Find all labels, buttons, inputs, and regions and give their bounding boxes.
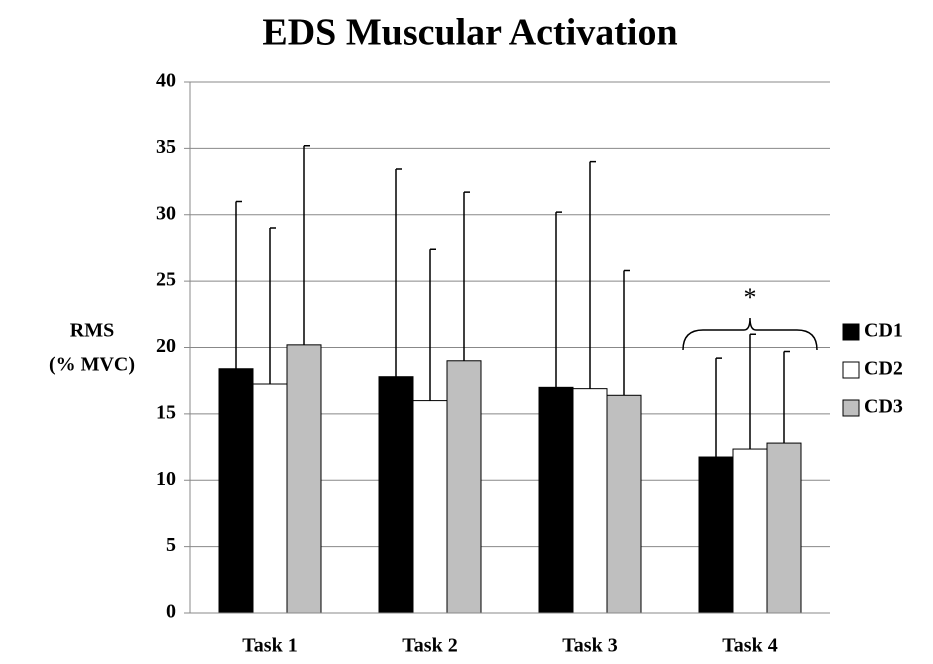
error-bar [303, 144, 310, 345]
y-tick-label: 40 [156, 70, 176, 92]
bar [412, 400, 448, 614]
bar [286, 344, 322, 614]
x-tick-label: Task 2 [402, 635, 457, 657]
legend-swatch [842, 323, 860, 341]
x-tick-label: Task 3 [562, 635, 617, 657]
error-bar [235, 200, 242, 369]
bar [446, 360, 482, 614]
legend-label: CD1 [864, 320, 903, 342]
bar [572, 388, 608, 614]
error-bar [715, 357, 722, 458]
bar [252, 383, 288, 614]
y-tick-label: 35 [156, 136, 176, 158]
chart-title: EDS Muscular Activation [262, 12, 677, 54]
bar [766, 442, 802, 614]
bar [606, 394, 642, 614]
y-tick-label: 0 [166, 601, 176, 623]
error-bar [463, 191, 470, 361]
error-bar [555, 211, 562, 388]
y-axis-label: (% MVC) [49, 354, 135, 376]
y-tick-label: 20 [156, 335, 176, 357]
bar [378, 376, 414, 614]
y-tick-label: 30 [156, 202, 176, 224]
x-tick-label: Task 4 [722, 635, 777, 657]
legend-label: CD3 [864, 396, 903, 418]
y-tick-label: 10 [156, 468, 176, 490]
bar [218, 368, 254, 614]
y-tick-label: 25 [156, 269, 176, 291]
legend-label: CD2 [864, 358, 903, 380]
y-tick-label: 15 [156, 401, 176, 423]
error-bar [269, 227, 276, 385]
error-bar [429, 248, 436, 401]
x-tick-label: Task 1 [242, 635, 297, 657]
legend-swatch [842, 399, 860, 417]
error-bar [623, 269, 630, 396]
bar [538, 386, 574, 614]
error-bar [749, 333, 756, 450]
error-bar [783, 350, 790, 444]
annotation: * [744, 283, 757, 312]
y-tick-label: 5 [166, 534, 176, 556]
bracket [682, 317, 818, 351]
legend-swatch [842, 361, 860, 379]
bar [698, 456, 734, 614]
y-axis-label: RMS [70, 320, 114, 342]
error-bar [395, 168, 402, 377]
error-bar [589, 160, 596, 389]
bar [732, 448, 768, 614]
